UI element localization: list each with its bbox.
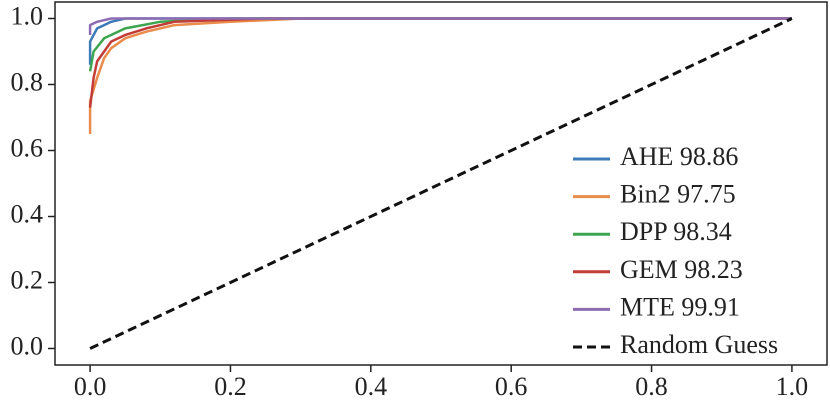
- legend-label: Bin2 97.75: [620, 180, 736, 209]
- y-tick-label: 0.6: [11, 133, 44, 162]
- legend-label: DPP 98.34: [620, 217, 732, 246]
- y-tick-label: 0.4: [11, 199, 44, 228]
- roc-line: [88, 17, 792, 35]
- legend-label: GEM 98.23: [620, 255, 743, 284]
- legend-label: AHE 98.86: [620, 142, 738, 171]
- roc-line: [88, 17, 792, 134]
- x-tick-label: 0.2: [214, 372, 247, 401]
- legend-label: MTE 99.91: [620, 292, 740, 321]
- legend-label: Random Guess: [620, 330, 778, 359]
- roc-line: [88, 17, 792, 108]
- roc-line: [88, 17, 792, 65]
- plot-frame: [54, 1, 828, 366]
- x-tick-label: 0.0: [74, 372, 107, 401]
- x-tick-label: 1.0: [776, 372, 809, 401]
- x-tick-label: 0.6: [495, 372, 528, 401]
- x-tick-label: 0.4: [355, 372, 388, 401]
- y-tick-label: 0.8: [11, 67, 44, 96]
- y-tick-label: 1.0: [11, 1, 44, 30]
- x-tick-label: 0.8: [635, 372, 668, 401]
- y-tick-label: 0.2: [11, 265, 44, 294]
- roc-line: [88, 17, 792, 72]
- y-tick-label: 0.0: [11, 331, 44, 360]
- roc-line: [89, 17, 793, 350]
